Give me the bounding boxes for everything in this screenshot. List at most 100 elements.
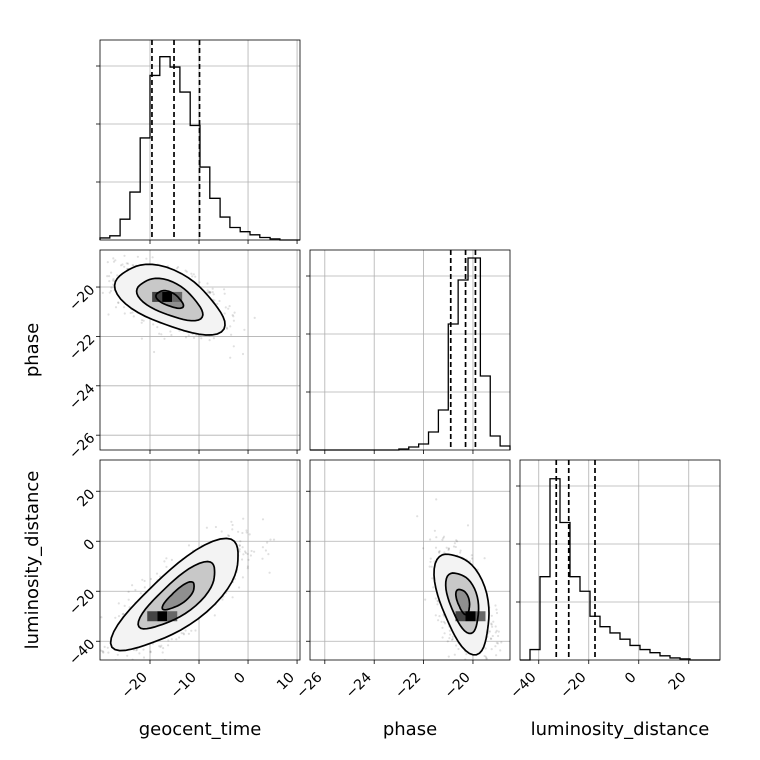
sample-point xyxy=(211,291,214,294)
sample-point xyxy=(122,612,125,616)
sample-point xyxy=(94,672,96,674)
sample-point xyxy=(163,337,166,340)
sample-point xyxy=(246,565,249,568)
sample-point xyxy=(490,623,493,626)
sample-point xyxy=(131,311,134,314)
density-peak-cell xyxy=(475,611,486,622)
sample-point xyxy=(451,637,454,641)
sample-point xyxy=(132,315,135,318)
sample-point xyxy=(228,305,231,308)
sample-point xyxy=(95,642,97,644)
sample-point xyxy=(491,634,494,638)
sample-point xyxy=(187,334,190,337)
sample-point xyxy=(184,336,188,339)
sample-point xyxy=(447,655,450,658)
x-tick-label: 0 xyxy=(622,670,640,688)
sample-point xyxy=(111,279,114,282)
sample-point xyxy=(106,646,109,649)
sample-point xyxy=(241,531,244,535)
sample-point xyxy=(75,249,77,251)
sample-point xyxy=(226,327,229,330)
sample-point xyxy=(238,550,241,553)
sample-point xyxy=(117,602,120,605)
sample-point xyxy=(223,292,226,295)
axes-frame xyxy=(99,39,301,241)
sample-point xyxy=(495,611,499,615)
sample-point xyxy=(143,586,146,589)
sample-point xyxy=(170,333,173,337)
sample-point xyxy=(483,557,486,560)
sample-point xyxy=(452,545,456,548)
sample-point xyxy=(167,644,170,647)
sample-point xyxy=(435,536,438,539)
sample-point xyxy=(156,326,159,329)
sample-point xyxy=(190,272,193,275)
sample-point xyxy=(108,280,111,283)
sample-point xyxy=(246,567,249,570)
sample-point xyxy=(428,565,431,568)
sample-point xyxy=(209,291,212,294)
sample-point xyxy=(101,663,103,665)
sample-point xyxy=(129,661,131,663)
sample-point xyxy=(495,654,498,657)
sample-point xyxy=(434,546,438,549)
sample-point xyxy=(123,312,126,315)
x-axis-label-geocent-time: geocent_time xyxy=(139,719,262,740)
sample-point xyxy=(448,629,451,632)
sample-point xyxy=(457,647,460,651)
sample-point xyxy=(227,534,230,537)
sample-point xyxy=(264,549,267,552)
sample-point xyxy=(437,550,441,553)
sample-point xyxy=(187,544,191,547)
x-tick-label: 20 xyxy=(666,670,690,694)
contour-line-level-1 xyxy=(109,537,239,652)
sample-point xyxy=(269,538,272,541)
sample-point xyxy=(106,275,109,278)
sample-point xyxy=(145,257,148,260)
sample-point xyxy=(456,540,459,543)
sample-point xyxy=(238,544,241,547)
sample-point xyxy=(122,306,126,309)
sample-point xyxy=(121,263,124,266)
sample-point xyxy=(494,645,497,648)
x-tick-label: −40 xyxy=(507,670,539,702)
sample-point xyxy=(123,265,126,268)
sample-point xyxy=(459,664,461,666)
sample-point xyxy=(492,620,495,623)
y-tick-label: −22 xyxy=(66,331,98,363)
sample-point xyxy=(459,549,462,552)
sample-point xyxy=(208,339,211,342)
axes-frame xyxy=(99,459,301,661)
sample-point xyxy=(488,630,492,633)
sample-point xyxy=(470,554,473,557)
sample-point xyxy=(237,530,240,533)
sample-point xyxy=(490,614,493,617)
sample-point xyxy=(149,577,153,581)
sample-point xyxy=(184,629,187,632)
sample-point xyxy=(125,262,128,265)
sample-point xyxy=(143,579,146,583)
sample-point xyxy=(194,275,197,278)
sample-point xyxy=(159,645,162,649)
sample-point xyxy=(242,517,245,520)
sample-point xyxy=(123,604,126,608)
sample-point xyxy=(106,261,109,264)
sample-point xyxy=(244,551,247,555)
sample-point xyxy=(438,551,441,554)
sample-point xyxy=(495,641,498,645)
sample-point xyxy=(117,301,120,304)
sample-point xyxy=(199,334,202,338)
sample-point xyxy=(248,533,251,536)
x-tick-label: −10 xyxy=(168,670,200,702)
sample-point xyxy=(212,293,215,296)
panel-luminosity-distance-vs-phase: −26 −24 −22 −20 xyxy=(293,459,511,702)
sample-point xyxy=(142,656,146,659)
sample-point xyxy=(449,633,452,636)
contour-fill-level-3 xyxy=(162,581,195,610)
sample-point xyxy=(212,337,215,340)
sample-point xyxy=(469,560,472,563)
sample-point xyxy=(208,291,211,294)
sample-point xyxy=(429,538,432,541)
sample-point xyxy=(484,655,487,658)
sample-point xyxy=(453,653,456,656)
